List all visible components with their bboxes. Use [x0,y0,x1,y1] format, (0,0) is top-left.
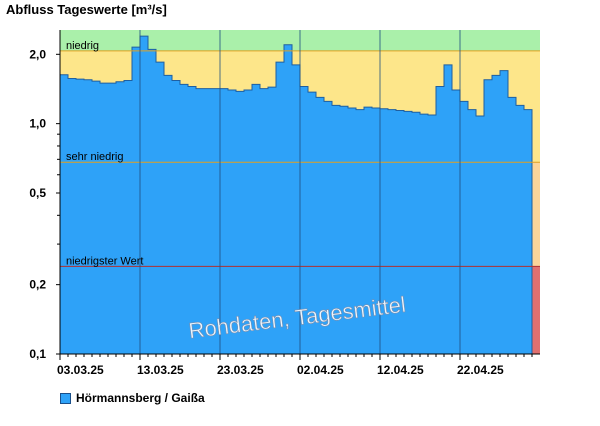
y-tick-label: 1,0 [29,117,46,131]
x-tick-label: 02.04.25 [297,363,344,377]
chart-title: Abfluss Tageswerte [m³/s] [6,2,167,17]
x-tick-label: 13.03.25 [137,363,184,377]
y-tick-label: 0,5 [29,186,46,200]
threshold-label-sehr-niedrig: sehr niedrig [66,151,123,163]
x-tick-label: 22.04.25 [457,363,504,377]
legend-swatch [60,392,71,404]
threshold-label-niedrigster: niedrigster Wert [66,255,143,267]
legend: Hörmannsberg / Gaißa [60,391,205,405]
y-tick-label: 0,1 [29,347,46,361]
threshold-label-niedrig: niedrig [66,40,99,52]
x-tick-label: 03.03.25 [57,363,104,377]
y-tick-label: 2,0 [29,47,46,61]
legend-label: Hörmannsberg / Gaißa [76,391,205,405]
x-tick-label: 12.04.25 [377,363,424,377]
x-tick-label: 23.03.25 [217,363,264,377]
y-tick-label: 0,2 [29,278,46,292]
